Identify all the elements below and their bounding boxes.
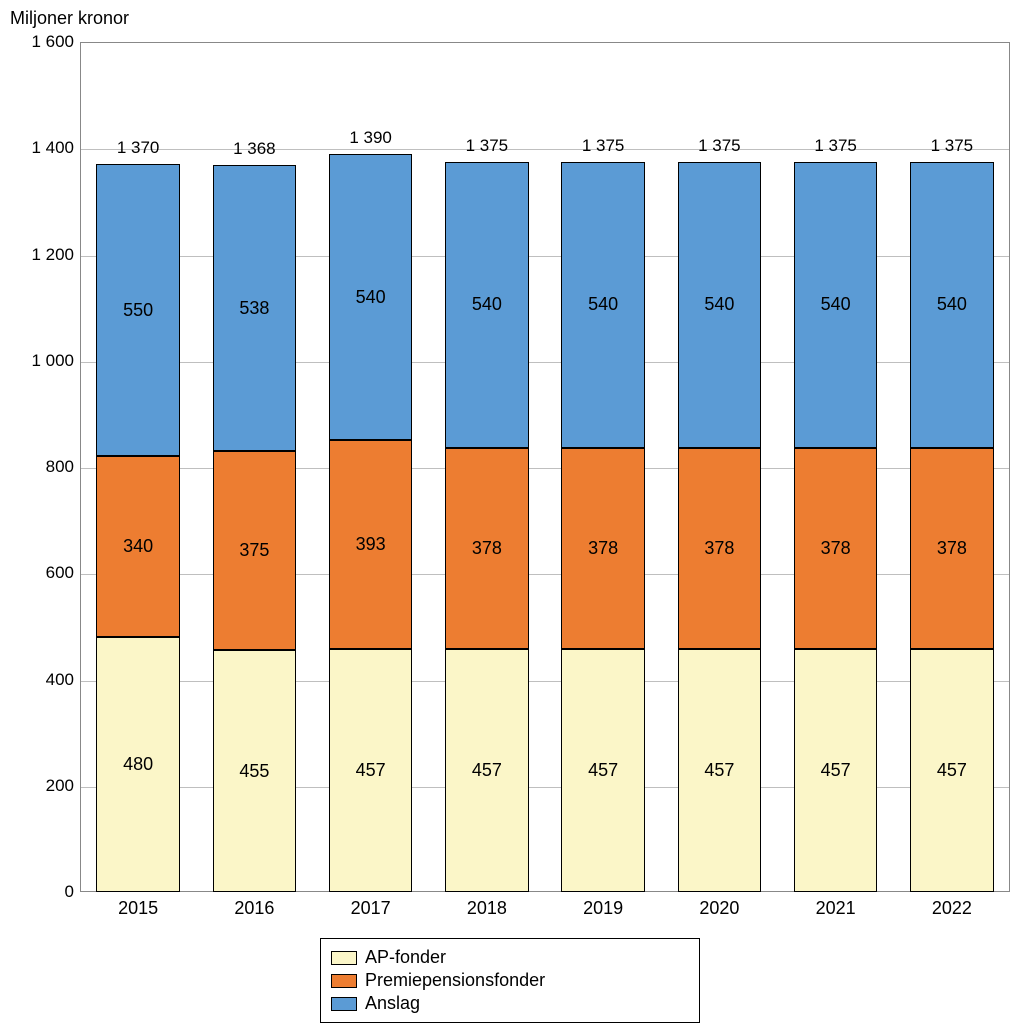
- xtick-label: 2018: [429, 898, 545, 919]
- ytick-label: 600: [14, 563, 74, 583]
- bar-total-label: 1 375: [678, 136, 762, 156]
- xtick-label: 2020: [661, 898, 777, 919]
- legend-item-ap: AP-fonder: [331, 947, 689, 968]
- bar-segment-ap: 457: [445, 649, 529, 892]
- legend-label: AP-fonder: [365, 947, 446, 968]
- bar-total-label: 1 370: [96, 138, 180, 158]
- bar-segment-premie: 393: [329, 440, 413, 649]
- bar-segment-ap: 457: [561, 649, 645, 892]
- bar-segment-premie: 375: [213, 451, 297, 650]
- bar-group: 4803405501 370: [96, 164, 180, 892]
- bar-segment-premie: 378: [678, 448, 762, 649]
- xtick-label: 2016: [196, 898, 312, 919]
- bar-segment-ap: 457: [329, 649, 413, 892]
- bar-total-label: 1 375: [445, 136, 529, 156]
- bar-segment-premie: 378: [445, 448, 529, 649]
- legend-item-premie: Premiepensionsfonder: [331, 970, 689, 991]
- legend-swatch: [331, 997, 357, 1011]
- bar-segment-premie: 378: [794, 448, 878, 649]
- bar-segment-ap: 457: [910, 649, 994, 892]
- bar-segment-premie: 340: [96, 456, 180, 637]
- xtick-label: 2022: [894, 898, 1010, 919]
- bars-layer: 4803405501 3704553755381 3684573935401 3…: [80, 42, 1010, 892]
- legend: AP-fonderPremiepensionsfonderAnslag: [320, 938, 700, 1023]
- bar-group: 4573785401 375: [445, 162, 529, 892]
- bar-group: 4573935401 390: [329, 154, 413, 892]
- xtick-label: 2021: [778, 898, 894, 919]
- legend-label: Premiepensionsfonder: [365, 970, 545, 991]
- bar-total-label: 1 368: [213, 139, 297, 159]
- xtick-label: 2017: [313, 898, 429, 919]
- bar-segment-premie: 378: [910, 448, 994, 649]
- bar-total-label: 1 375: [910, 136, 994, 156]
- bar-segment-ap: 480: [96, 637, 180, 892]
- bar-group: 4573785401 375: [794, 162, 878, 892]
- bar-group: 4573785401 375: [910, 162, 994, 892]
- bar-total-label: 1 390: [329, 128, 413, 148]
- ytick-label: 1 400: [14, 138, 74, 158]
- bar-total-label: 1 375: [561, 136, 645, 156]
- xtick-label: 2015: [80, 898, 196, 919]
- bar-group: 4573785401 375: [561, 162, 645, 892]
- bar-group: 4553755381 368: [213, 165, 297, 892]
- ytick-label: 1 200: [14, 245, 74, 265]
- ytick-label: 1 000: [14, 351, 74, 371]
- bar-segment-anslag: 540: [794, 162, 878, 449]
- bar-segment-anslag: 540: [329, 154, 413, 441]
- ytick-label: 800: [14, 457, 74, 477]
- bar-segment-ap: 455: [213, 650, 297, 892]
- bar-segment-anslag: 540: [678, 162, 762, 449]
- bar-segment-ap: 457: [794, 649, 878, 892]
- ytick-label: 1 600: [14, 32, 74, 52]
- bar-segment-ap: 457: [678, 649, 762, 892]
- ytick-label: 0: [14, 882, 74, 902]
- ytick-label: 200: [14, 776, 74, 796]
- legend-swatch: [331, 951, 357, 965]
- chart-y-axis-title: Miljoner kronor: [10, 8, 129, 29]
- bar-segment-anslag: 538: [213, 165, 297, 451]
- bar-segment-anslag: 540: [910, 162, 994, 449]
- legend-label: Anslag: [365, 993, 420, 1014]
- bar-segment-anslag: 550: [96, 164, 180, 456]
- legend-swatch: [331, 974, 357, 988]
- bar-segment-anslag: 540: [561, 162, 645, 449]
- ytick-label: 400: [14, 670, 74, 690]
- bar-segment-anslag: 540: [445, 162, 529, 449]
- legend-item-anslag: Anslag: [331, 993, 689, 1014]
- bar-group: 4573785401 375: [678, 162, 762, 892]
- bar-total-label: 1 375: [794, 136, 878, 156]
- xtick-label: 2019: [545, 898, 661, 919]
- bar-segment-premie: 378: [561, 448, 645, 649]
